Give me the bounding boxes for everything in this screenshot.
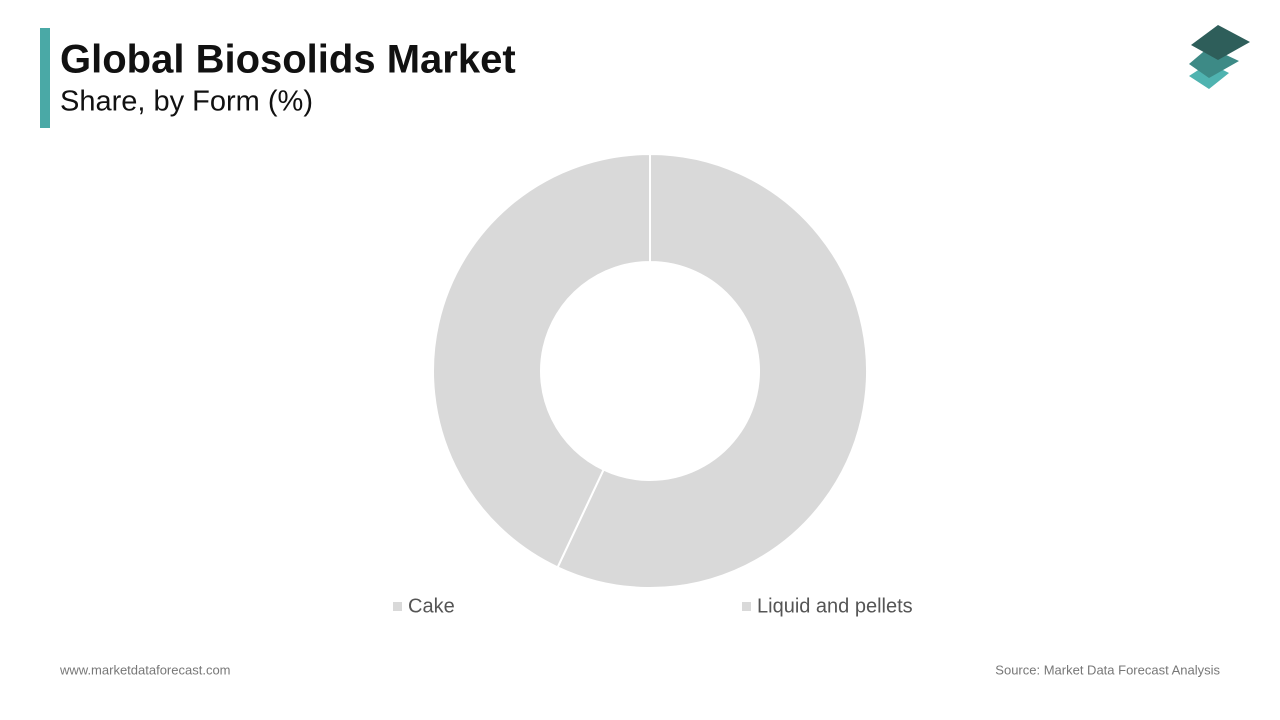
- legend-label: Cake: [408, 595, 455, 617]
- donut-slice: [432, 152, 651, 569]
- footer-source: Source: Market Data Forecast Analysis: [995, 662, 1220, 677]
- title-accent: [40, 28, 50, 128]
- donut-slice: [556, 152, 868, 589]
- legend-swatch: [742, 602, 751, 611]
- chart: Cake Liquid and pellets: [393, 152, 913, 617]
- legend-label: Liquid and pellets: [757, 595, 913, 617]
- footer-website: www.marketdataforecast.com: [59, 662, 231, 677]
- logo: [1189, 25, 1250, 89]
- chart-subtitle: Share, by Form (%): [60, 86, 313, 118]
- chart-title: Global Biosolids Market: [60, 38, 516, 82]
- legend-swatch: [393, 602, 402, 611]
